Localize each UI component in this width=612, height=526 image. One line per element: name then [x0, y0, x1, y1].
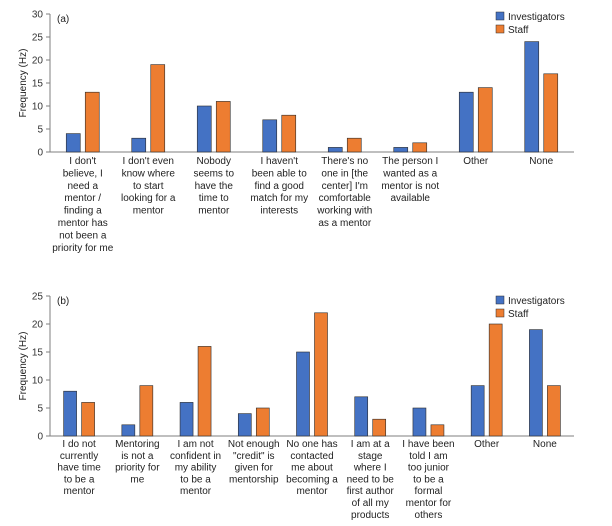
panel-label: (a) — [57, 14, 69, 25]
legend-swatch-investigators — [495, 11, 505, 21]
bar-investigators — [63, 390, 77, 437]
bar-staff — [81, 402, 95, 437]
bar-investigators — [296, 351, 310, 437]
x-category-label: Mentoring is not a priority for me — [115, 439, 160, 485]
bar-staff — [543, 73, 559, 153]
y-tick-label: 25 — [32, 292, 44, 303]
bar-staff — [314, 312, 328, 437]
x-category-label: I don't even know where to start looking fo… — [121, 156, 176, 217]
legend-label-investigators: Investigators — [508, 296, 565, 307]
bar-investigators — [412, 407, 427, 437]
y-tick-label: 25 — [32, 33, 44, 44]
y-tick-label: 5 — [37, 125, 43, 136]
bar-investigators — [354, 396, 369, 437]
y-tick-label: 10 — [32, 376, 44, 387]
bar-staff — [255, 407, 270, 437]
bar-staff — [281, 114, 297, 153]
x-category-label: There's no one in [the center] I'm comforta… — [316, 156, 372, 229]
bar-staff — [412, 142, 428, 153]
x-category-label: Other — [463, 156, 489, 167]
x-category-label: Not enough "credit" is given for mentorship — [228, 439, 280, 485]
legend-label-investigators: Investigators — [508, 12, 565, 23]
bar-investigators — [327, 147, 343, 153]
bar-staff — [197, 346, 212, 437]
legend-swatch-investigators — [495, 295, 505, 305]
y-axis-label: Frequency (Hz) — [18, 332, 29, 401]
bar-staff — [547, 385, 561, 437]
y-tick-label: 30 — [32, 10, 44, 21]
x-category-label: No one has contacted me about becoming a men… — [286, 439, 338, 497]
bar-staff — [346, 137, 362, 153]
panel-label: (b) — [57, 296, 69, 307]
bar-staff — [488, 323, 503, 437]
y-tick-label: 10 — [32, 102, 44, 113]
x-category-label: None — [533, 439, 557, 450]
legend-label-staff: Staff — [508, 25, 529, 36]
bar-investigators — [65, 133, 81, 153]
y-axis-label: Frequency (Hz) — [18, 49, 29, 118]
legend-swatch-staff — [495, 24, 505, 34]
x-category-label: I haven't been able to find a good match fo… — [250, 156, 308, 217]
bar-investigators — [131, 137, 147, 153]
y-tick-label: 20 — [32, 56, 44, 67]
y-tick-label: 5 — [37, 404, 43, 415]
x-category-label: Other — [474, 439, 500, 450]
bar-investigators — [529, 329, 543, 437]
bar-investigators — [393, 147, 409, 153]
bar-staff — [215, 101, 231, 153]
x-category-label: Nobody seems to have the time to mentor — [193, 156, 234, 217]
chart-panel-1: 0 5 10 15 20 25 30 Frequency (Hz) (a) I don't beli… — [18, 10, 574, 254]
bar-staff — [150, 64, 166, 153]
bar-staff — [430, 424, 445, 437]
y-tick-label: 0 — [37, 432, 43, 443]
x-category-label: I do not currently have time to be a mentor — [57, 439, 101, 497]
bar-investigators — [196, 105, 212, 153]
bar-investigators — [458, 91, 474, 153]
bar-staff — [139, 385, 154, 437]
bar-investigators — [237, 413, 252, 437]
bar-investigators — [179, 402, 194, 437]
bar-investigators — [524, 41, 540, 153]
bar-investigators — [121, 424, 136, 437]
x-category-label: I have been told I am too junior to be a for… — [402, 439, 454, 521]
bar-staff — [372, 418, 387, 437]
bar-staff — [477, 87, 493, 153]
bar-investigators — [262, 119, 278, 153]
y-tick-label: 0 — [37, 148, 43, 159]
bar-investigators — [470, 385, 485, 437]
legend-label-staff: Staff — [508, 309, 529, 320]
bar-staff — [84, 91, 100, 153]
x-category-label: I am not confident in my ability to be a men… — [170, 439, 221, 497]
y-tick-label: 15 — [32, 348, 44, 359]
chart-panel-2: 0 5 10 15 20 25 Frequency (Hz) (b) I do not curre… — [18, 292, 574, 521]
x-category-label: None — [529, 156, 553, 167]
y-tick-label: 20 — [32, 320, 44, 331]
legend-swatch-staff — [495, 308, 505, 318]
y-tick-label: 15 — [32, 79, 44, 90]
